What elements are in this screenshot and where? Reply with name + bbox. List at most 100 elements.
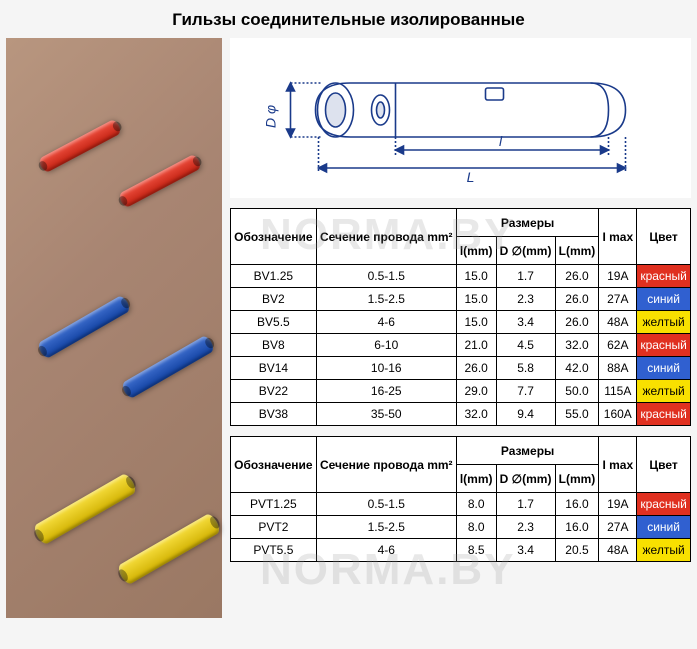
cell-d: 1.7 bbox=[496, 265, 555, 288]
th-imax: I max bbox=[599, 437, 637, 493]
content-wrapper: L l D φ ОбозначениеСечение провода mm²Ра… bbox=[0, 38, 697, 618]
table-row: BV1410-1626.05.842.088Aсиний bbox=[231, 357, 691, 380]
dim-label-L: L bbox=[467, 169, 475, 185]
th-section: Сечение провода mm² bbox=[316, 209, 456, 265]
table-row: BV21.5-2.515.02.326.027Aсиний bbox=[231, 288, 691, 311]
connector-sample bbox=[116, 512, 222, 586]
th-designation: Обозначение bbox=[231, 437, 317, 493]
cell-l: 15.0 bbox=[456, 311, 496, 334]
cell-L: 16.0 bbox=[555, 516, 599, 539]
spec-table-pvt: ОбозначениеСечение провода mm²РазмерыI m… bbox=[230, 436, 691, 562]
cell-color: красный bbox=[637, 493, 691, 516]
spec-table-bv: ОбозначениеСечение провода mm²РазмерыI m… bbox=[230, 208, 691, 426]
cell-d: 1.7 bbox=[496, 493, 555, 516]
th-color: Цвет bbox=[637, 437, 691, 493]
cell-L: 16.0 bbox=[555, 493, 599, 516]
th-d: D ∅(mm) bbox=[496, 465, 555, 493]
page-title: Гильзы соединительные изолированные bbox=[0, 0, 697, 38]
cell-d: 7.7 bbox=[496, 380, 555, 403]
cell-l: 29.0 bbox=[456, 380, 496, 403]
cell-section: 0.5-1.5 bbox=[316, 493, 456, 516]
connector-sample bbox=[32, 472, 138, 546]
th-designation: Обозначение bbox=[231, 209, 317, 265]
connector-sample bbox=[36, 294, 132, 360]
cell-imax: 27A bbox=[599, 288, 637, 311]
th-dimensions: Размеры bbox=[456, 437, 599, 465]
cell-imax: 160A bbox=[599, 403, 637, 426]
th-dimensions: Размеры bbox=[456, 209, 599, 237]
th-L: L(mm) bbox=[555, 465, 599, 493]
table-row: BV86-1021.04.532.062Aкрасный bbox=[231, 334, 691, 357]
cell-name: BV38 bbox=[231, 403, 317, 426]
cell-section: 0.5-1.5 bbox=[316, 265, 456, 288]
product-photo bbox=[6, 38, 222, 618]
cell-color: желтый bbox=[637, 380, 691, 403]
cell-name: BV14 bbox=[231, 357, 317, 380]
cell-section: 35-50 bbox=[316, 403, 456, 426]
cell-L: 32.0 bbox=[555, 334, 599, 357]
dim-label-D: D φ bbox=[263, 105, 279, 128]
cell-L: 26.0 bbox=[555, 265, 599, 288]
cell-l: 15.0 bbox=[456, 265, 496, 288]
cell-color: синий bbox=[637, 357, 691, 380]
cell-section: 4-6 bbox=[316, 539, 456, 562]
th-l: l(mm) bbox=[456, 237, 496, 265]
table-row: PVT21.5-2.58.02.316.027Aсиний bbox=[231, 516, 691, 539]
cell-imax: 19A bbox=[599, 493, 637, 516]
cell-d: 3.4 bbox=[496, 311, 555, 334]
cell-color: желтый bbox=[637, 539, 691, 562]
cell-name: BV5.5 bbox=[231, 311, 317, 334]
cell-imax: 62A bbox=[599, 334, 637, 357]
cell-l: 15.0 bbox=[456, 288, 496, 311]
cell-L: 20.5 bbox=[555, 539, 599, 562]
cell-name: PVT1.25 bbox=[231, 493, 317, 516]
cell-section: 16-25 bbox=[316, 380, 456, 403]
cell-l: 8.0 bbox=[456, 516, 496, 539]
cell-section: 4-6 bbox=[316, 311, 456, 334]
table-row: BV3835-5032.09.455.0160Aкрасный bbox=[231, 403, 691, 426]
cell-color: красный bbox=[637, 334, 691, 357]
cell-d: 9.4 bbox=[496, 403, 555, 426]
th-section: Сечение провода mm² bbox=[316, 437, 456, 493]
cell-d: 5.8 bbox=[496, 357, 555, 380]
th-l: l(mm) bbox=[456, 465, 496, 493]
cell-color: желтый bbox=[637, 311, 691, 334]
cell-name: PVT5.5 bbox=[231, 539, 317, 562]
th-color: Цвет bbox=[637, 209, 691, 265]
cell-imax: 48A bbox=[599, 539, 637, 562]
connector-sample bbox=[120, 334, 216, 400]
cell-l: 32.0 bbox=[456, 403, 496, 426]
cell-color: красный bbox=[637, 265, 691, 288]
cell-d: 3.4 bbox=[496, 539, 555, 562]
table-row: PVT5.54-68.53.420.548Aжелтый bbox=[231, 539, 691, 562]
cell-imax: 27A bbox=[599, 516, 637, 539]
cell-name: PVT2 bbox=[231, 516, 317, 539]
cell-L: 50.0 bbox=[555, 380, 599, 403]
cell-section: 1.5-2.5 bbox=[316, 288, 456, 311]
th-d: D ∅(mm) bbox=[496, 237, 555, 265]
table-row: BV5.54-615.03.426.048Aжелтый bbox=[231, 311, 691, 334]
cell-d: 2.3 bbox=[496, 288, 555, 311]
cell-l: 21.0 bbox=[456, 334, 496, 357]
cell-name: BV8 bbox=[231, 334, 317, 357]
table-row: BV1.250.5-1.515.01.726.019Aкрасный bbox=[231, 265, 691, 288]
connector-sample bbox=[37, 118, 122, 173]
cell-name: BV22 bbox=[231, 380, 317, 403]
cell-section: 1.5-2.5 bbox=[316, 516, 456, 539]
cell-l: 26.0 bbox=[456, 357, 496, 380]
connector-sample bbox=[117, 153, 202, 208]
cell-d: 2.3 bbox=[496, 516, 555, 539]
table-row: PVT1.250.5-1.58.01.716.019Aкрасный bbox=[231, 493, 691, 516]
cell-section: 6-10 bbox=[316, 334, 456, 357]
th-imax: I max bbox=[599, 209, 637, 265]
table-row: BV2216-2529.07.750.0115Aжелтый bbox=[231, 380, 691, 403]
cell-imax: 88A bbox=[599, 357, 637, 380]
cell-imax: 115A bbox=[599, 380, 637, 403]
cell-color: синий bbox=[637, 516, 691, 539]
cell-name: BV1.25 bbox=[231, 265, 317, 288]
cell-L: 26.0 bbox=[555, 311, 599, 334]
cell-L: 26.0 bbox=[555, 288, 599, 311]
cell-section: 10-16 bbox=[316, 357, 456, 380]
right-column: L l D φ ОбозначениеСечение провода mm²Ра… bbox=[230, 38, 691, 618]
dimension-diagram: L l D φ bbox=[230, 38, 691, 198]
